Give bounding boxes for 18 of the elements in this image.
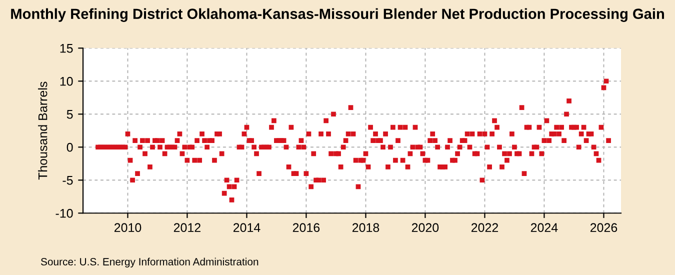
y-tick-label: 0 (66, 142, 73, 152)
y-tick-label: 15 (60, 44, 73, 53)
x-tick-label: 2024 (530, 223, 558, 232)
y-tick-label: -10 (56, 208, 73, 218)
source-note: Source: U.S. Energy Information Administration (40, 258, 258, 268)
y-tick-label: 10 (60, 76, 73, 86)
chart-title: Monthly Refining District Oklahoma-Kansas-Missouri Blender Net Production Processing Gain (11, 8, 664, 22)
x-tick-label: 2014 (233, 223, 260, 232)
x-tick-label: 2012 (174, 223, 200, 232)
x-tick-label: 2020 (412, 223, 439, 232)
x-tick-label: 2022 (471, 223, 498, 232)
x-tick-label: 2026 (590, 223, 618, 232)
x-tick-label: 2010 (114, 223, 142, 232)
y-tick-label: -5 (62, 176, 73, 185)
y-axis-title: Thousand Barrels (38, 82, 48, 180)
x-tick-label: 2018 (352, 223, 380, 232)
x-tick-label: 2016 (292, 223, 320, 232)
y-tick-label: 5 (66, 110, 73, 119)
